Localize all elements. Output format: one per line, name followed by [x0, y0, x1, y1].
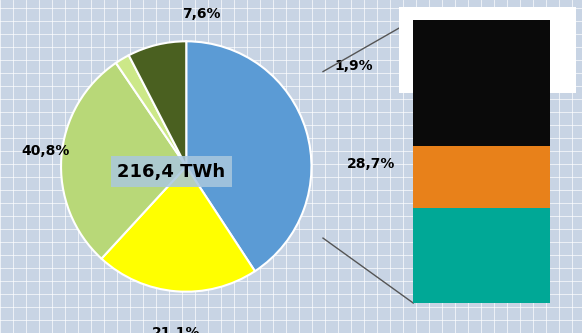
Text: 21,1%: 21,1%: [152, 326, 200, 333]
Text: 1,9%: 1,9%: [334, 59, 372, 73]
Text: 7,6%: 7,6%: [182, 7, 221, 21]
Text: 2025년: 2025년: [427, 33, 549, 67]
Text: 28,7%: 28,7%: [346, 157, 395, 171]
Wedge shape: [61, 63, 186, 259]
Wedge shape: [101, 166, 255, 292]
Wedge shape: [186, 41, 311, 271]
Text: 40,8%: 40,8%: [21, 145, 69, 159]
Text: 12,8%: 12,8%: [455, 76, 508, 91]
Wedge shape: [129, 41, 186, 166]
Wedge shape: [116, 55, 186, 166]
Text: 6,3%: 6,3%: [460, 170, 503, 185]
Text: 216,4 TWh: 216,4 TWh: [117, 163, 225, 180]
Text: 9,6%: 9,6%: [460, 248, 503, 263]
